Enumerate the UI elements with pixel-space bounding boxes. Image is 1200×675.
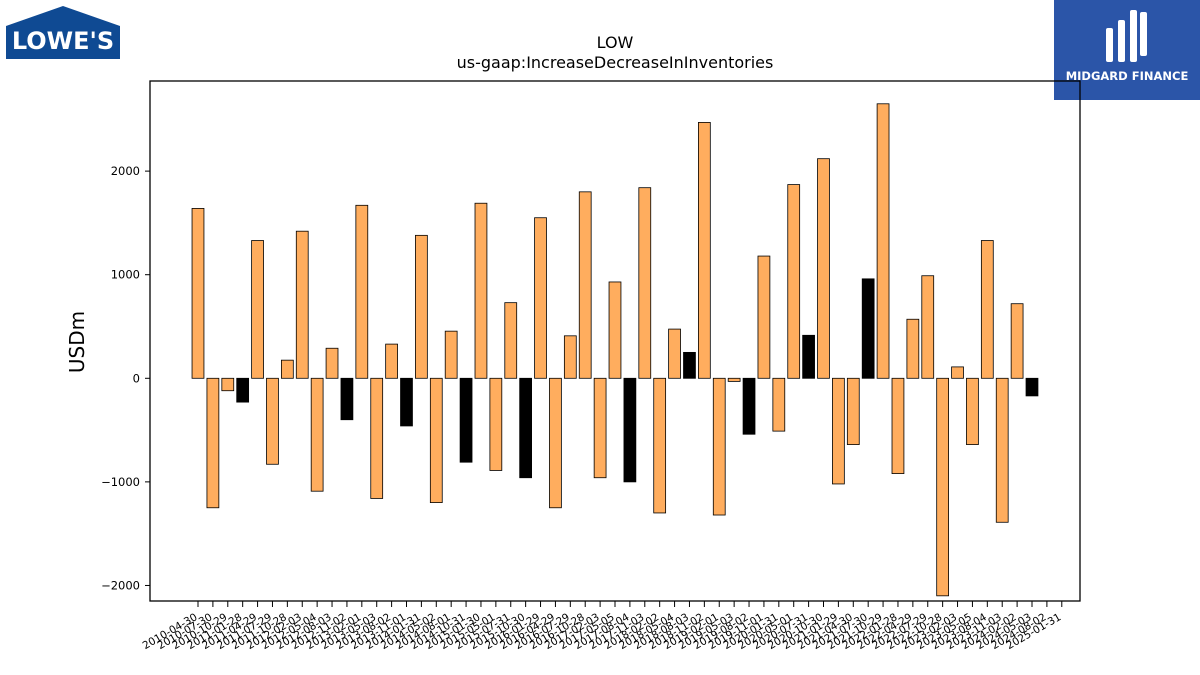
bar-2022-01-28 bbox=[891, 377, 905, 474]
bar-2017-11-03 bbox=[638, 187, 652, 379]
bar-2010-07-30 bbox=[206, 377, 220, 509]
bar-2021-10-29 bbox=[876, 103, 890, 379]
bar-2013-05-03 bbox=[370, 377, 384, 499]
bar-2019-02-01 bbox=[712, 377, 726, 516]
y-tick-label: 1000 bbox=[111, 268, 140, 282]
bar-2016-07-29 bbox=[563, 335, 577, 379]
midgard-finance-emblem-icon bbox=[1106, 10, 1147, 62]
bar-2022-07-29 bbox=[921, 275, 935, 379]
bar-2018-02-02 bbox=[653, 377, 667, 514]
x-ticks-group: 2010-04-302010-07-302010-10-292011-01-28… bbox=[141, 601, 1063, 652]
bar-2020-10-30 bbox=[817, 158, 830, 379]
bar-2011-10-28 bbox=[280, 359, 294, 379]
lowes-logo: LOWE'S bbox=[6, 6, 120, 59]
bar-2017-05-05 bbox=[608, 281, 622, 379]
bar-2016-04-29 bbox=[549, 377, 562, 509]
bar-2020-01-31 bbox=[772, 377, 786, 432]
bar-2011-04-29 bbox=[251, 240, 264, 379]
bar-2019-11-01 bbox=[757, 255, 771, 379]
bar-2022-10-28 bbox=[936, 377, 950, 597]
bar-2021-01-29 bbox=[832, 377, 845, 485]
bar-2020-07-31 bbox=[802, 334, 815, 379]
bar-2023-08-04 bbox=[980, 240, 994, 379]
bar-2021-04-30 bbox=[846, 377, 860, 445]
bar-2016-10-28 bbox=[578, 191, 592, 379]
bar-2012-08-03 bbox=[325, 347, 339, 379]
y-tick-label: 2000 bbox=[111, 164, 140, 178]
bar-2012-05-04 bbox=[310, 377, 324, 492]
y-axis-label: USDm bbox=[65, 311, 89, 373]
bar-2018-08-03 bbox=[683, 351, 696, 379]
bar-2019-08-02 bbox=[742, 377, 756, 435]
bar-2015-05-01 bbox=[489, 377, 503, 471]
lowes-logo-house-shape bbox=[6, 6, 120, 59]
bar-2019-05-03 bbox=[727, 377, 741, 382]
bar-2023-05-05 bbox=[966, 377, 979, 445]
bar-2022-04-29 bbox=[906, 318, 920, 379]
bar-2020-05-01 bbox=[787, 184, 801, 379]
bar-2014-01-31 bbox=[415, 234, 428, 379]
bar-2017-02-03 bbox=[593, 377, 607, 479]
y-ticks-group: −2000 −1000 0 1000 2000 bbox=[101, 164, 150, 592]
midgard-finance-logo-text: MIDGARD FINANCE bbox=[1066, 69, 1189, 83]
bar-2015-01-30 bbox=[474, 202, 488, 379]
bar-2014-10-31 bbox=[459, 377, 473, 463]
y-tick-label: −2000 bbox=[101, 578, 140, 592]
bar-2015-10-30 bbox=[519, 377, 533, 479]
bar-2018-05-04 bbox=[668, 328, 681, 379]
y-tick-label: −1000 bbox=[101, 475, 140, 489]
bar-2012-11-02 bbox=[340, 377, 354, 421]
bars-group bbox=[191, 103, 1039, 597]
bar-2021-07-30 bbox=[861, 278, 875, 379]
bar-2015-07-31 bbox=[504, 302, 518, 379]
bar-2012-02-03 bbox=[295, 230, 309, 379]
plot-frame bbox=[149, 80, 1081, 602]
bar-2011-01-28 bbox=[236, 377, 250, 403]
bar-2018-11-02 bbox=[698, 122, 711, 379]
bar-2024-05-03 bbox=[1025, 377, 1039, 397]
bar-2014-05-02 bbox=[429, 377, 443, 503]
bar-2023-11-03 bbox=[995, 377, 1009, 523]
bar-2014-08-01 bbox=[444, 330, 458, 379]
bar-2010-04-30 bbox=[191, 208, 205, 379]
chart-title: LOW bbox=[597, 33, 634, 52]
bar-2016-01-29 bbox=[534, 217, 547, 379]
bar-2013-11-01 bbox=[400, 377, 413, 427]
lowes-logo-text: LOWE'S bbox=[12, 27, 114, 55]
chart-subtitle: us-gaap:IncreaseDecreaseInInventories bbox=[457, 53, 774, 72]
bar-2011-07-29 bbox=[266, 377, 279, 465]
bar-2013-02-01 bbox=[355, 204, 369, 379]
bar-2010-10-29 bbox=[221, 377, 235, 392]
bar-2013-08-02 bbox=[385, 343, 398, 379]
y-tick-label: 0 bbox=[133, 371, 140, 385]
bar-2024-02-02 bbox=[1010, 303, 1024, 379]
midgard-finance-logo: MIDGARD FINANCE bbox=[1054, 0, 1200, 100]
bar-2017-08-04 bbox=[623, 377, 637, 483]
bar-2023-02-03 bbox=[951, 366, 964, 379]
